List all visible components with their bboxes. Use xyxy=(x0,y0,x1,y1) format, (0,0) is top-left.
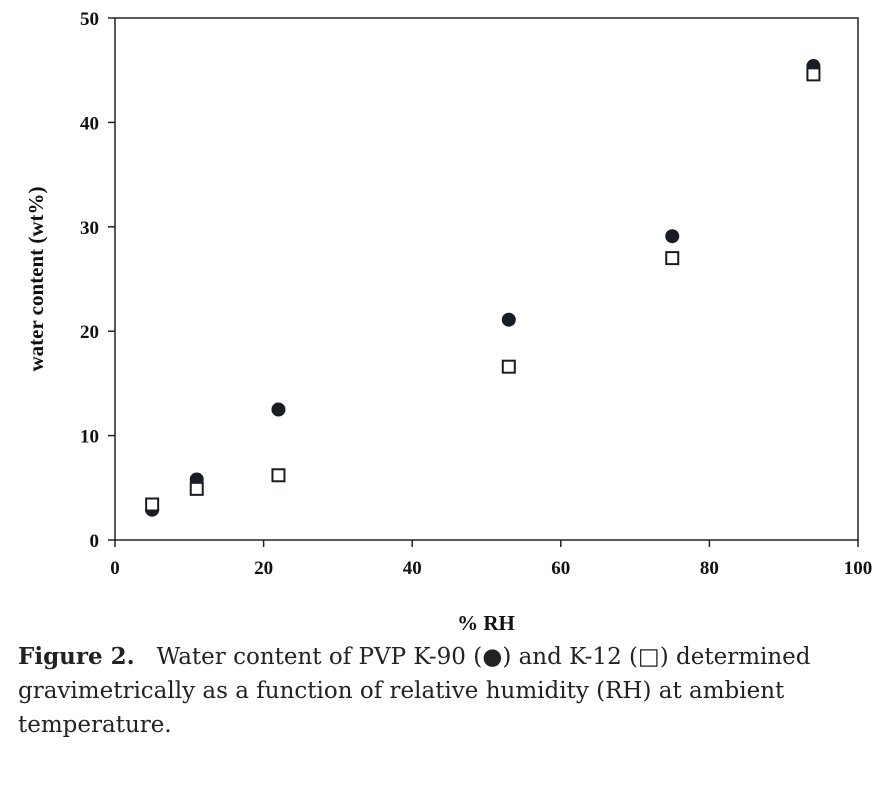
y-tick-label: 50 xyxy=(80,9,99,30)
data-point-open-square xyxy=(271,468,286,483)
y-tick-label: 0 xyxy=(90,531,100,552)
data-point-open-square xyxy=(501,359,516,374)
caption-text-3: ) determined gravimetrically as a functi… xyxy=(18,644,811,738)
data-point-filled-circle xyxy=(271,402,286,417)
x-tick-label: 100 xyxy=(844,558,873,579)
x-tick-label: 40 xyxy=(403,558,422,579)
x-tick-label: 60 xyxy=(551,558,570,579)
data-point-open-square xyxy=(189,481,204,496)
caption-label: Figure 2. xyxy=(18,643,135,670)
data-point-filled-circle xyxy=(501,312,516,327)
data-point-open-square xyxy=(806,67,821,82)
x-tick-label: 80 xyxy=(700,558,719,579)
filled-circle-symbol: ● xyxy=(482,644,503,670)
y-tick-label: 40 xyxy=(80,113,99,134)
figure-caption: Figure 2. Water content of PVP K-90 (●) … xyxy=(18,640,878,742)
y-tick-label: 30 xyxy=(80,218,99,239)
y-axis-label: water content (wt%) xyxy=(24,186,48,371)
y-tick-label: 20 xyxy=(80,322,99,343)
caption-text-1: Water content of PVP K-90 ( xyxy=(156,644,483,670)
data-point-open-square xyxy=(145,497,160,512)
caption-text-2: ) and K-12 ( xyxy=(502,644,638,670)
data-point-filled-circle xyxy=(665,229,680,244)
open-square-symbol: □ xyxy=(638,644,660,670)
x-axis-label: % RH xyxy=(457,611,515,630)
x-tick-label: 0 xyxy=(110,558,120,579)
data-point-open-square xyxy=(665,251,680,266)
y-tick-label: 10 xyxy=(80,427,99,448)
x-tick-label: 20 xyxy=(254,558,273,579)
scatter-chart: 0 20 40 60 80 100 0 10 20 30 40 50 % RH water conte… xyxy=(24,9,873,630)
plot-frame xyxy=(114,17,859,541)
